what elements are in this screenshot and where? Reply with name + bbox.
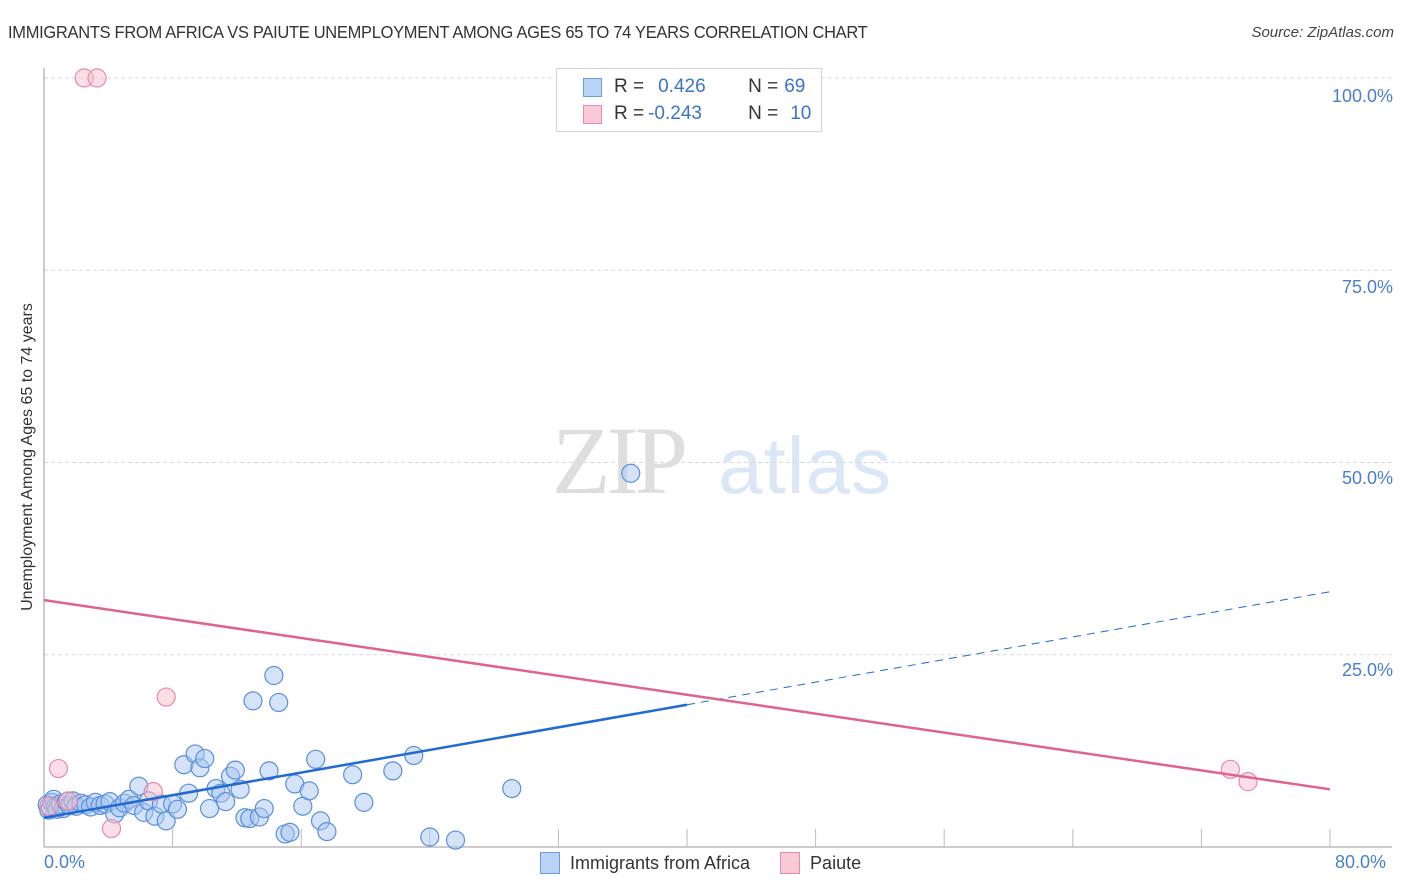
legend-swatch-pink	[583, 104, 602, 124]
data-point[interactable]	[48, 758, 69, 779]
data-point[interactable]	[39, 796, 59, 816]
data-point[interactable]	[299, 781, 319, 801]
data-point[interactable]	[143, 782, 163, 802]
legend-swatch-blue	[540, 852, 560, 874]
legend-label: Immigrants from Africa	[570, 852, 751, 873]
data-point[interactable]	[420, 827, 440, 847]
data-point[interactable]	[343, 765, 363, 785]
source-label: Source: ZipAtlas.com	[1251, 24, 1394, 41]
x-tick-80: 80.0%	[1335, 852, 1387, 872]
y-tick-75: 75.0%	[1341, 277, 1393, 297]
legend-n-label: N =	[748, 76, 779, 97]
legend-n-value: 10	[790, 103, 812, 124]
x-tick-0: 0.0%	[44, 852, 86, 872]
trend-line-africa	[43, 703, 688, 820]
legend-n-value: 69	[784, 76, 806, 97]
legend-item-immigrants-from-africa[interactable]: Immigrants from Africa	[540, 852, 750, 874]
data-point[interactable]	[445, 830, 466, 850]
y-axis-label: Unemployment Among Ages 65 to 74 years	[19, 303, 36, 611]
trend-line-paiute	[43, 598, 1331, 791]
data-point[interactable]	[306, 749, 326, 769]
legend-swatch-pink	[780, 852, 801, 874]
series-legend: Immigrants from Africa Paiute	[540, 852, 891, 874]
legend-swatch-blue	[583, 77, 602, 97]
y-tick-25: 25.0%	[1341, 660, 1393, 680]
data-point[interactable]	[216, 792, 236, 812]
watermark-zip: ZIP	[552, 407, 688, 514]
data-point[interactable]	[383, 761, 403, 781]
data-point[interactable]	[254, 798, 274, 819]
legend-r-label: R =	[614, 103, 645, 124]
data-point[interactable]	[156, 687, 176, 707]
legend-row-africa: R = 0.426 N = 69	[583, 76, 805, 98]
data-point[interactable]	[621, 463, 641, 483]
legend-label: Paiute	[810, 852, 862, 873]
chart-title: IMMIGRANTS FROM AFRICA VS PAIUTE UNEMPLO…	[8, 22, 868, 42]
y-tick-50: 50.0%	[1341, 468, 1393, 488]
legend-row-paiute: R = -0.243 N = 10	[583, 103, 811, 125]
legend-r-value: -0.243	[648, 103, 702, 124]
data-point[interactable]	[404, 745, 424, 766]
data-point[interactable]	[87, 68, 107, 88]
y-tick-100: 100.0%	[1331, 86, 1393, 106]
trend-line-africa-extrapolated	[686, 591, 1331, 706]
data-point[interactable]	[502, 778, 522, 799]
data-point[interactable]	[156, 811, 176, 831]
watermark-atlas: atlas	[718, 421, 892, 510]
data-point[interactable]	[280, 822, 300, 842]
axes	[43, 68, 1392, 848]
data-point[interactable]	[317, 822, 337, 842]
data-point[interactable]	[269, 692, 289, 713]
data-point[interactable]	[264, 665, 284, 686]
series-paiute	[39, 68, 1258, 839]
data-point[interactable]	[167, 799, 188, 819]
data-point[interactable]	[101, 818, 122, 839]
legend-r-label: R =	[614, 76, 645, 97]
data-point[interactable]	[243, 691, 263, 711]
legend-n-label: N =	[748, 103, 779, 124]
gridlines	[44, 77, 1392, 656]
data-point[interactable]	[195, 748, 215, 769]
data-point[interactable]	[225, 760, 245, 780]
data-point[interactable]	[58, 791, 78, 811]
series-immigrants-from-africa	[37, 463, 641, 850]
correlation-legend: R = 0.426 N = 69 R = -0.243 N = 10	[556, 68, 822, 132]
data-point[interactable]	[259, 761, 279, 781]
legend-r-value: 0.426	[658, 76, 706, 97]
legend-item-paiute[interactable]: Paiute	[780, 852, 861, 874]
trend-lines	[43, 591, 1331, 820]
data-point[interactable]	[199, 798, 220, 819]
data-point[interactable]	[354, 792, 374, 812]
